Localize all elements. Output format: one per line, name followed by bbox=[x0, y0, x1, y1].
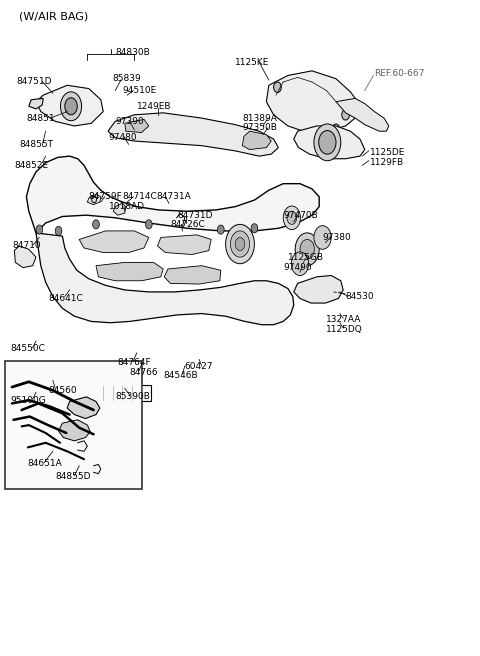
Polygon shape bbox=[14, 246, 36, 268]
Circle shape bbox=[332, 124, 340, 134]
Polygon shape bbox=[67, 397, 100, 419]
Polygon shape bbox=[157, 235, 211, 255]
Circle shape bbox=[251, 224, 258, 233]
Circle shape bbox=[291, 252, 309, 276]
Circle shape bbox=[60, 92, 82, 121]
Polygon shape bbox=[78, 415, 113, 440]
Text: 97470B: 97470B bbox=[283, 211, 318, 220]
Text: REF.60-667: REF.60-667 bbox=[374, 69, 425, 78]
Text: 81389A: 81389A bbox=[242, 113, 277, 123]
Polygon shape bbox=[294, 126, 365, 159]
Circle shape bbox=[226, 224, 254, 264]
Text: 84764F: 84764F bbox=[118, 358, 151, 367]
Polygon shape bbox=[36, 233, 294, 325]
Circle shape bbox=[235, 237, 245, 251]
Text: 84546B: 84546B bbox=[163, 371, 198, 380]
Polygon shape bbox=[29, 98, 43, 109]
Text: 97390: 97390 bbox=[115, 117, 144, 126]
Text: 84855T: 84855T bbox=[19, 140, 53, 149]
Text: 84830B: 84830B bbox=[115, 48, 150, 57]
Circle shape bbox=[295, 233, 319, 266]
Text: 84530: 84530 bbox=[346, 292, 374, 301]
Text: 1125KE: 1125KE bbox=[235, 58, 270, 67]
Text: 84852E: 84852E bbox=[14, 161, 48, 170]
Circle shape bbox=[283, 206, 300, 230]
Circle shape bbox=[287, 211, 297, 224]
Polygon shape bbox=[266, 71, 360, 133]
Text: 84851: 84851 bbox=[26, 113, 55, 123]
Text: 1018AD: 1018AD bbox=[109, 202, 145, 211]
Polygon shape bbox=[96, 262, 163, 281]
Circle shape bbox=[230, 231, 250, 257]
Text: 97350B: 97350B bbox=[242, 123, 277, 133]
Text: 1125GB: 1125GB bbox=[288, 253, 324, 262]
Circle shape bbox=[55, 226, 62, 236]
Polygon shape bbox=[72, 445, 105, 466]
Circle shape bbox=[314, 226, 331, 249]
Polygon shape bbox=[108, 113, 278, 156]
Text: 97380: 97380 bbox=[323, 233, 351, 242]
Polygon shape bbox=[36, 85, 103, 126]
Text: 84726C: 84726C bbox=[170, 220, 205, 229]
Text: 85839: 85839 bbox=[113, 74, 142, 83]
Text: 84731A: 84731A bbox=[156, 192, 191, 201]
Circle shape bbox=[65, 98, 77, 115]
Polygon shape bbox=[336, 98, 389, 131]
Text: 84855D: 84855D bbox=[55, 472, 91, 482]
Text: 84766: 84766 bbox=[130, 368, 158, 377]
Polygon shape bbox=[294, 276, 343, 303]
Text: 1327AA: 1327AA bbox=[326, 315, 362, 324]
Polygon shape bbox=[26, 156, 319, 233]
Text: 95100G: 95100G bbox=[11, 396, 46, 405]
Bar bbox=[94, 385, 151, 401]
Polygon shape bbox=[59, 420, 90, 441]
Circle shape bbox=[342, 110, 349, 120]
Polygon shape bbox=[87, 194, 101, 205]
Circle shape bbox=[93, 220, 99, 229]
Circle shape bbox=[145, 220, 152, 229]
Circle shape bbox=[36, 225, 43, 234]
Polygon shape bbox=[113, 203, 126, 215]
Text: 97480: 97480 bbox=[108, 133, 137, 142]
Text: 1125DE: 1125DE bbox=[370, 148, 405, 157]
Text: (W/AIR BAG): (W/AIR BAG) bbox=[19, 11, 88, 22]
Circle shape bbox=[319, 131, 336, 154]
Circle shape bbox=[217, 225, 224, 234]
Polygon shape bbox=[164, 266, 221, 284]
Circle shape bbox=[274, 82, 281, 92]
Bar bbox=[5, 361, 142, 489]
Text: 1249EB: 1249EB bbox=[137, 102, 171, 112]
Text: 84651A: 84651A bbox=[28, 459, 62, 468]
Text: 84560: 84560 bbox=[48, 386, 77, 395]
Polygon shape bbox=[125, 119, 149, 133]
Text: 84759F: 84759F bbox=[89, 192, 122, 201]
Text: 84751D: 84751D bbox=[17, 77, 52, 87]
Polygon shape bbox=[79, 231, 149, 253]
Text: 84714C: 84714C bbox=[122, 192, 157, 201]
Text: 94510E: 94510E bbox=[122, 86, 156, 95]
Text: 84710: 84710 bbox=[12, 241, 41, 251]
Circle shape bbox=[314, 124, 341, 161]
Text: 84550C: 84550C bbox=[11, 344, 46, 354]
Text: 60427: 60427 bbox=[185, 361, 213, 371]
Text: 84731D: 84731D bbox=[178, 211, 213, 220]
Text: 85390B: 85390B bbox=[115, 392, 150, 401]
Circle shape bbox=[300, 239, 314, 259]
Text: 84641C: 84641C bbox=[48, 294, 83, 303]
Text: 97490: 97490 bbox=[283, 263, 312, 272]
Text: 1129FB: 1129FB bbox=[370, 158, 404, 167]
Text: 1125DQ: 1125DQ bbox=[326, 325, 363, 335]
Polygon shape bbox=[242, 131, 271, 150]
